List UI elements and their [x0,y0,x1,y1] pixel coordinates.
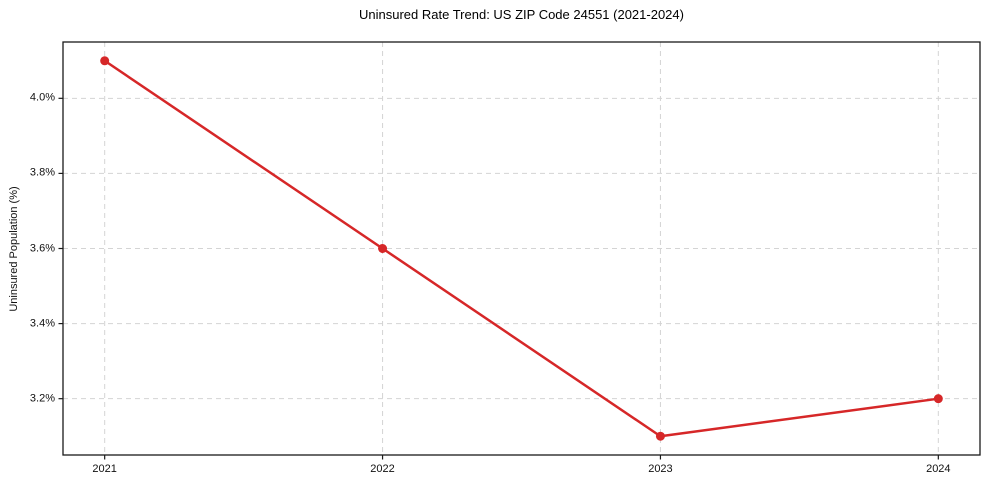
data-point-marker [655,431,665,441]
data-point-marker [933,394,943,404]
trend-line [103,59,940,438]
x-tick-label: 2023 [648,463,673,475]
data-point-marker [378,244,388,253]
y-tick-label: 4.0% [29,91,55,104]
y-tick-label: 3.4% [29,317,55,330]
x-tick-label: 2024 [926,463,951,475]
chart-title: Uninsured Rate Trend: US ZIP Code 24551 … [359,7,684,22]
y-tick-label: 3.2% [29,392,55,405]
data-point-marker [100,56,110,66]
x-tick-label: 2022 [370,463,395,475]
y-tick-label: 3.6% [29,242,55,254]
x-tick-label: 2021 [92,463,117,475]
y-tick-label: 3.8% [29,166,55,179]
